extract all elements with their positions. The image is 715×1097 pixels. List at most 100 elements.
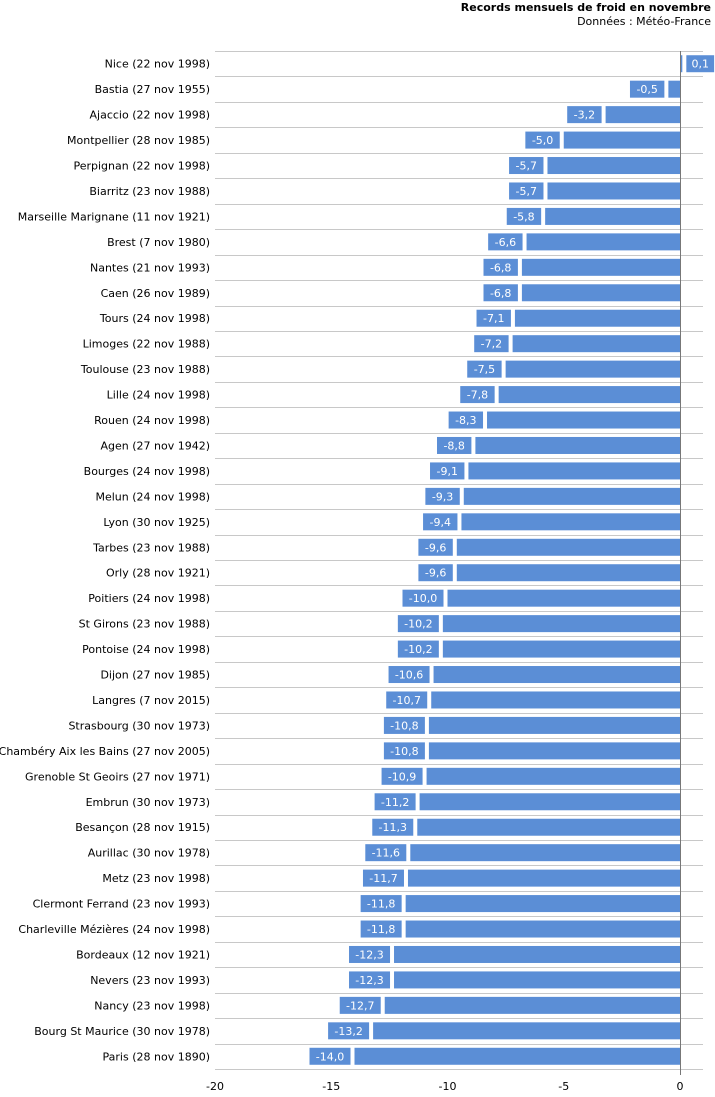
value-label: -6,8	[490, 287, 511, 300]
value-label-box	[397, 640, 439, 658]
category-label: Paris (28 nov 1890)	[103, 1050, 210, 1063]
category-label: Poitiers (24 nov 1998)	[88, 592, 210, 605]
value-label-box	[506, 207, 542, 225]
value-label: -3,2	[574, 109, 595, 122]
bar	[505, 360, 680, 378]
value-label: -9,1	[436, 465, 457, 478]
value-label: -6,6	[495, 236, 516, 249]
category-label: Nice (22 nov 1998)	[105, 58, 210, 71]
value-label-box	[418, 538, 453, 556]
value-label: -10,9	[388, 770, 416, 783]
bar	[417, 818, 680, 836]
bar	[512, 335, 680, 353]
value-label: -12,3	[355, 948, 383, 961]
value-label: -8,3	[455, 414, 476, 427]
value-label-box	[388, 666, 430, 684]
value-label-box	[483, 258, 518, 276]
category-label: Bordeaux (12 nov 1921)	[76, 948, 210, 961]
value-label: -0,5	[636, 83, 657, 96]
bar	[461, 513, 680, 531]
value-label-box	[474, 335, 509, 353]
category-label: Lyon (30 nov 1925)	[103, 516, 210, 529]
value-label: -10,0	[409, 592, 437, 605]
category-label: Biarritz (23 nov 1988)	[89, 185, 210, 198]
bar	[410, 844, 680, 862]
bar	[407, 869, 680, 887]
bar	[442, 615, 680, 633]
category-label: Besançon (28 nov 1915)	[75, 821, 210, 834]
category-label: Orly (28 nov 1921)	[106, 567, 210, 580]
bar	[447, 589, 680, 607]
bar	[456, 538, 680, 556]
value-label-box	[483, 284, 518, 302]
category-label: Clermont Ferrand (23 nov 1993)	[33, 898, 210, 911]
value-label: -11,6	[372, 847, 400, 860]
value-label: -11,8	[367, 923, 395, 936]
value-label: -11,3	[379, 821, 407, 834]
category-label: Lille (24 nov 1998)	[107, 389, 210, 402]
category-label: Chambéry Aix les Bains (27 nov 2005)	[0, 745, 210, 758]
bar	[405, 920, 680, 938]
bar	[433, 666, 680, 684]
category-label: Caen (26 nov 1989)	[101, 287, 210, 300]
value-label-box	[467, 360, 502, 378]
value-label-box	[423, 513, 458, 531]
bar	[426, 767, 680, 785]
bar	[384, 996, 680, 1014]
bar	[428, 716, 680, 734]
chart-title: Records mensuels de froid en novembre	[460, 1, 711, 14]
x-tick-label: -15	[322, 1080, 340, 1093]
value-label-box	[509, 182, 544, 200]
category-label: Nancy (23 nov 1998)	[94, 999, 210, 1012]
bar	[668, 80, 680, 98]
chart-subtitle: Données : Météo-France	[577, 15, 711, 28]
category-label: St Girons (23 nov 1988)	[79, 618, 210, 631]
value-label: -8,8	[443, 439, 464, 452]
value-label-box	[339, 996, 381, 1014]
value-label: -7,2	[481, 338, 502, 351]
value-label: -9,6	[425, 567, 446, 580]
category-label: Perpignan (22 nov 1998)	[73, 160, 210, 173]
value-label-box	[525, 131, 560, 149]
value-label-box	[349, 945, 391, 963]
bar	[431, 691, 680, 709]
value-label-box	[360, 895, 402, 913]
bar	[373, 1022, 680, 1040]
category-label: Nantes (21 nov 1993)	[90, 261, 210, 274]
value-label-box	[402, 589, 444, 607]
value-label-box	[509, 157, 544, 175]
bar	[419, 793, 680, 811]
value-label: -11,2	[381, 796, 409, 809]
value-label: -12,3	[355, 974, 383, 987]
value-label-box	[488, 233, 523, 251]
value-label: -11,8	[367, 898, 395, 911]
value-label-box	[374, 793, 416, 811]
value-label-box	[349, 971, 391, 989]
category-label: Pontoise (24 nov 1998)	[82, 643, 210, 656]
value-label-box	[372, 818, 414, 836]
label-layer: Nice (22 nov 1998) 0,1 Bastia (27 nov 1955…	[0, 55, 715, 1065]
value-label: -7,1	[483, 312, 504, 325]
category-label: Bastia (27 nov 1955)	[95, 83, 210, 96]
bar	[547, 157, 680, 175]
category-label: Ajaccio (22 nov 1998)	[90, 109, 210, 122]
value-label-box	[386, 691, 428, 709]
category-label: Aurillac (30 nov 1978)	[88, 847, 210, 860]
category-label: Montpellier (28 nov 1985)	[67, 134, 210, 147]
value-label-box	[437, 436, 472, 454]
value-label-box	[476, 309, 511, 327]
value-label: -5,0	[532, 134, 553, 147]
value-label-box	[629, 80, 665, 98]
bar	[487, 411, 680, 429]
value-label: -9,4	[430, 516, 451, 529]
category-label: Agen (27 nov 1942)	[100, 439, 210, 452]
bar	[463, 487, 680, 505]
bar	[545, 207, 680, 225]
bar	[526, 233, 680, 251]
bar	[428, 742, 680, 760]
bar	[521, 284, 680, 302]
bar	[394, 971, 680, 989]
category-label: Tarbes (23 nov 1988)	[92, 541, 210, 554]
value-label-box	[383, 742, 425, 760]
bar	[394, 945, 680, 963]
